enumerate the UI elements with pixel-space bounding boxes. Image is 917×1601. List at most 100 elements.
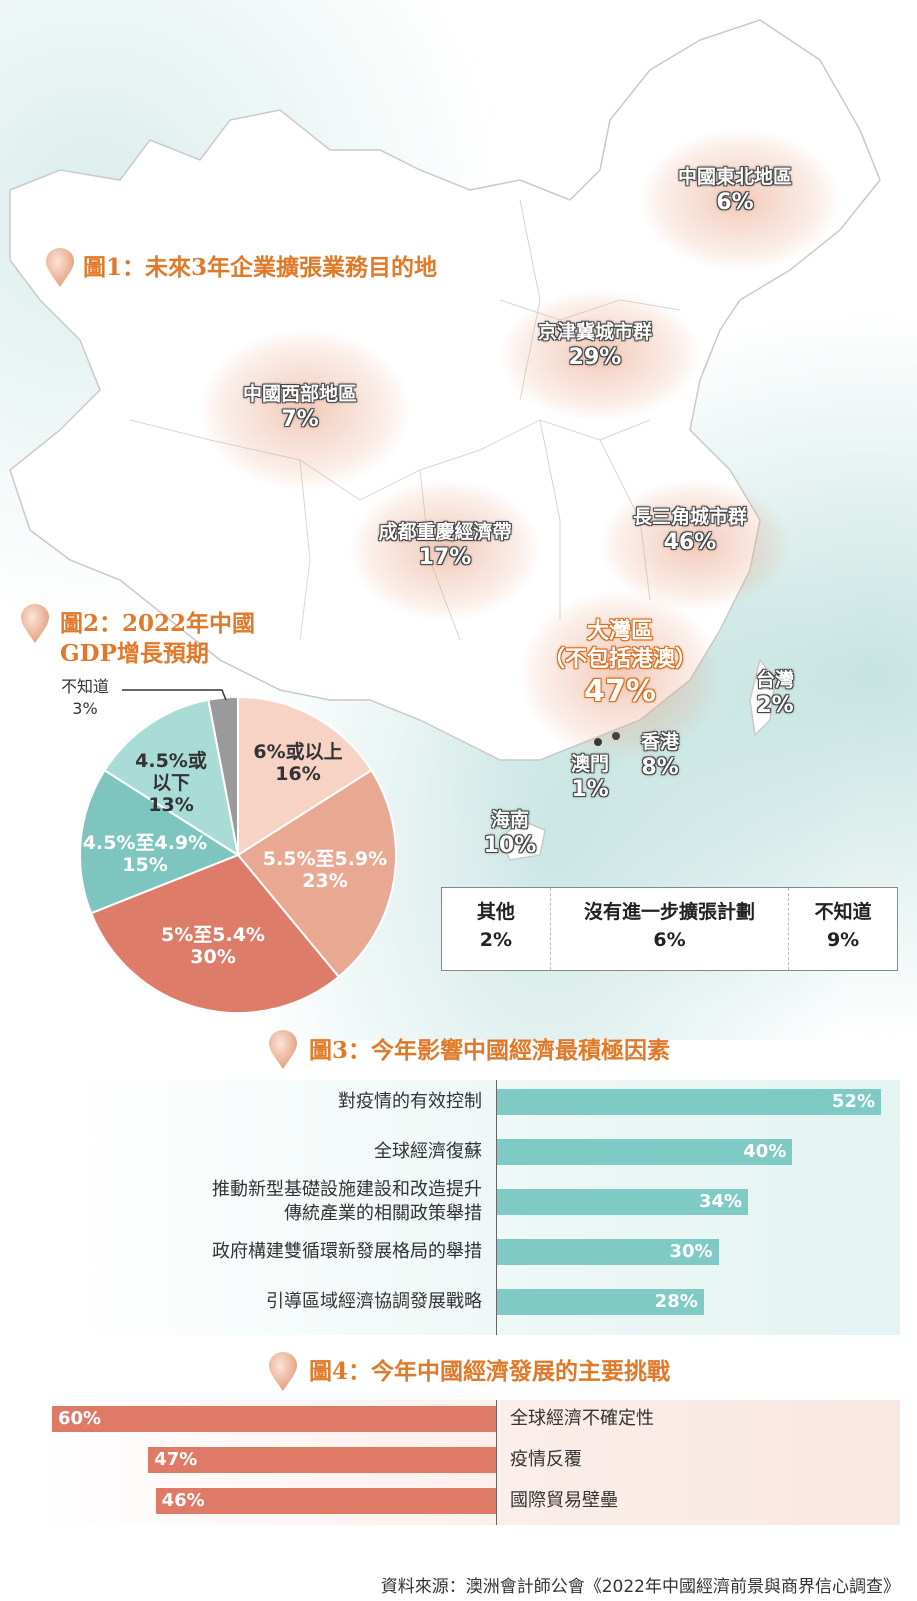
region-value: 47% [584, 674, 656, 709]
fig4-title: 圖4：今年中國經濟發展的主要挑戰 [309, 1358, 671, 1385]
bar-value-label: 47% [154, 1449, 198, 1470]
bar-value-label: 28% [654, 1291, 698, 1312]
region-value: 1% [571, 777, 609, 802]
region-value: 2% [756, 693, 794, 718]
bar-category-label: 全球經濟不確定性 [510, 1407, 870, 1431]
pin-icon [269, 1352, 297, 1391]
region-hainan: 海南 10% [475, 808, 545, 860]
region-name: 澳門 [570, 753, 609, 775]
fig4-axis-line [496, 1400, 497, 1525]
region-name: 台灣 [755, 669, 794, 691]
region-taiwan: 台灣 2% [735, 668, 815, 720]
fig3-title: 圖3：今年影響中國經濟最積極因素 [309, 1037, 671, 1064]
region-name: 香港 [640, 731, 679, 753]
fig1-title: 圖1：未來3年企業擴張業務目的地 [83, 254, 438, 281]
bar-category-label: 疫情反覆 [510, 1448, 870, 1472]
region-value: 7% [281, 407, 319, 432]
other-value: 2% [479, 929, 513, 951]
glow-west [200, 330, 410, 490]
region-name: 大灣區 [586, 619, 653, 644]
region-subname: （不包括港澳） [542, 647, 697, 672]
bar [497, 1189, 749, 1215]
dont-know-value: 9% [826, 929, 860, 951]
bar-value-label: 40% [743, 1141, 787, 1162]
other-responses-box: 其他 2% 沒有進一步擴張計劃 6% 不知道 9% [441, 887, 898, 971]
bar [155, 1488, 496, 1514]
fig2-title: 圖2：2022年中國 GDP增長預期 [60, 609, 255, 669]
region-value: 10% [483, 833, 537, 858]
bar-category-text: 對疫情的有效控制 [338, 1091, 482, 1112]
bar-category-text: 國際貿易壁壘 [510, 1490, 618, 1511]
glow-chengyu [350, 480, 540, 620]
pie-slice-name: 以下 [151, 772, 190, 794]
bar-value-label: 46% [161, 1490, 205, 1511]
bar-category-text: 全球經濟復蘇 [374, 1141, 482, 1162]
pie-slice-value: 13% [148, 794, 194, 816]
pie-slice-name: 4.5%至4.9% [82, 832, 208, 854]
region-west: 中國西部地區 7% [215, 382, 385, 434]
pie-slice-value: 3% [72, 699, 98, 718]
region-value: 17% [418, 545, 472, 570]
region-macau: 澳門 1% [555, 752, 625, 804]
bar [497, 1089, 881, 1115]
pie-slice-name: 6%或以上 [253, 741, 343, 763]
pie-slice-name: 4.5%或 [135, 750, 207, 772]
pie-slice-label: 5%至5.4% 30% [143, 924, 283, 968]
bar-category-text: 引導區域經濟協調發展戰略 [266, 1291, 482, 1312]
pie-slice-name: 不知道 [60, 677, 109, 696]
region-name: 海南 [490, 809, 529, 831]
region-chengyu: 成都重慶經濟帶 17% [355, 520, 535, 572]
other-label: 其他 [476, 901, 515, 923]
pie-slice-value: 30% [190, 946, 236, 968]
dont-know-label: 不知道 [814, 901, 872, 923]
map-area: 中國東北地區 6% 京津冀城市群 29% 中國西部地區 7% 成都重慶經濟帶 1… [0, 0, 917, 1040]
region-name: 京津冀城市群 [537, 321, 652, 343]
region-hongkong: 香港 8% [625, 730, 695, 782]
pie-slice-value: 16% [275, 763, 321, 785]
bar-category-text: 政府構建雙循環新發展格局的舉措 [212, 1241, 482, 1262]
region-yangtze: 長三角城市群 46% [605, 505, 775, 557]
bar-value-label: 34% [698, 1191, 743, 1212]
region-value: 46% [663, 530, 717, 555]
source-note: 資料來源：澳洲會計師公會《2022年中國經濟前景與商界信心調查》 [380, 1577, 900, 1597]
bar-category-label: 全球經濟復蘇 [77, 1140, 482, 1164]
bar [497, 1239, 719, 1265]
pie-slice-value: 23% [302, 870, 348, 892]
pie-slice-label: 5.5%至5.9% 23% [255, 848, 395, 892]
pie-slice-name: 5%至5.4% [161, 924, 265, 946]
region-value: 8% [641, 755, 679, 780]
pin-icon [269, 1030, 297, 1069]
region-value: 29% [568, 345, 622, 370]
fig3-axis-line [496, 1080, 497, 1335]
bar-category-label: 對疫情的有效控制 [77, 1090, 482, 1114]
pie-slice-label: 4.5%或 以下 13% [101, 750, 241, 816]
glow-northeast [640, 130, 840, 270]
bar-category-label: 引導區域經濟協調發展戰略 [77, 1290, 482, 1314]
bar-category-label: 推動新型基礎設施建設和改造提升 傳統產業的相關政策舉措 [77, 1178, 482, 1226]
no-plan-cell: 沒有進一步擴張計劃 6% [549, 888, 790, 970]
region-name: 成都重慶經濟帶 [378, 521, 512, 543]
pie-slice-label: 不知道 3% [15, 676, 155, 720]
no-plan-label: 沒有進一步擴張計劃 [583, 901, 755, 923]
pie-slice-name: 5.5%至5.9% [262, 848, 388, 870]
fig3-background [70, 1080, 900, 1335]
bar-category-label: 政府構建雙循環新發展格局的舉措 [77, 1240, 482, 1264]
fig2-title-line2: GDP增長預期 [60, 640, 209, 667]
no-plan-value: 6% [653, 929, 686, 951]
bar [497, 1139, 793, 1165]
region-name: 中國東北地區 [677, 166, 792, 188]
bar-category-label: 國際貿易壁壘 [510, 1489, 870, 1513]
region-jingjinji: 京津冀城市群 29% [510, 320, 680, 372]
glow-yangtze [600, 480, 790, 610]
region-gba: 大灣區 （不包括港澳） 47% [520, 618, 720, 710]
bar [497, 1289, 704, 1315]
bar-value-label: 60% [58, 1408, 102, 1429]
bar-category-text: 疫情反覆 [510, 1449, 582, 1470]
glow-jingjinji [500, 290, 700, 420]
bar [52, 1406, 496, 1432]
bar-category-text: 傳統產業的相關政策舉措 [284, 1203, 482, 1224]
bar-category-text: 全球經濟不確定性 [510, 1408, 654, 1429]
pie-slice-value: 15% [122, 854, 168, 876]
pin-icon [46, 248, 74, 287]
bar [148, 1447, 496, 1473]
